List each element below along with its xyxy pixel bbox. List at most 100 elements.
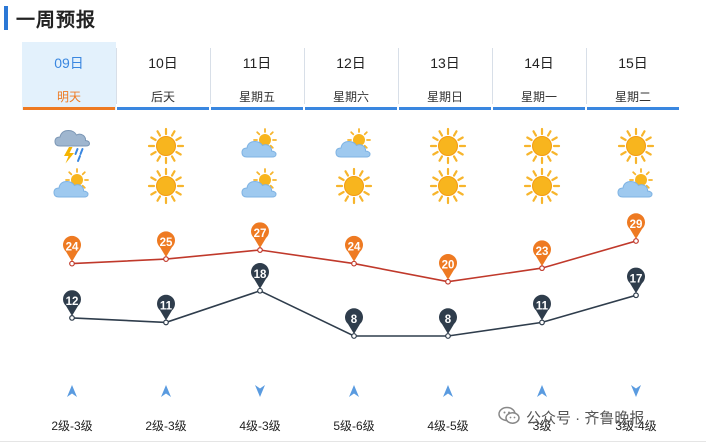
wind-arrow-down-icon — [596, 384, 676, 401]
tab-date: 09日 — [54, 55, 84, 71]
wind-item: 3级 — [502, 384, 582, 434]
wind-item: 4级-5级 — [408, 384, 488, 434]
low-temp-label: 12 — [66, 296, 79, 308]
tab-date: 13日 — [430, 55, 460, 71]
high-temp-dot — [445, 278, 451, 285]
high-temp-line — [71, 240, 637, 283]
wind-item: 2级-3级 — [126, 384, 206, 434]
wind-arrow-up-icon — [502, 384, 582, 401]
high-temp-point: 29 — [627, 213, 645, 244]
tab-date: 11日 — [242, 55, 272, 71]
tab-day-name: 星期五 — [238, 90, 275, 104]
low-temp-dot — [163, 319, 169, 326]
high-temp-label: 29 — [630, 219, 643, 231]
low-temp-point: 11 — [157, 294, 175, 326]
low-temp-label: 8 — [351, 314, 358, 326]
high-temp-label: 25 — [160, 237, 173, 249]
partly-cloudy-icon — [240, 126, 280, 166]
day-tabs: 09日 明天 10日 后天 11日 星期五 12日 星期六 13日 星期日 14日 星期一 15日 星期二 — [22, 42, 686, 112]
partly-cloudy-icon — [240, 166, 280, 206]
low-temp-marker — [439, 308, 457, 334]
tab-day-0[interactable]: 09日 明天 — [22, 42, 116, 110]
high-temp-marker — [627, 213, 645, 239]
sunny-icon — [146, 166, 186, 206]
high-temp-dot — [351, 260, 357, 267]
high-temp-point: 23 — [533, 240, 551, 272]
high-temp-marker — [157, 231, 175, 258]
wind-arrow-up-icon — [408, 384, 488, 401]
wind-arrow-up-icon — [32, 384, 112, 401]
high-temp-marker — [533, 240, 551, 267]
sunny-icon — [522, 126, 562, 166]
sunny-icon — [522, 166, 562, 206]
tab-day-1[interactable]: 10日 后天 — [116, 42, 210, 110]
high-temp-dot — [633, 238, 639, 244]
tab-day-name: 星期二 — [614, 90, 651, 104]
low-temp-point: 12 — [63, 290, 82, 321]
wind-level: 3级-4级 — [615, 419, 657, 433]
tab-date: 12日 — [336, 55, 366, 71]
tab-underline — [399, 107, 491, 110]
low-temp-dot — [539, 319, 545, 326]
wind-arrow-down-icon — [220, 384, 300, 401]
low-temp-point: 17 — [627, 267, 645, 299]
wechat-icon — [498, 406, 520, 424]
low-temp-marker — [345, 308, 364, 334]
low-temp-dot — [633, 292, 639, 299]
high-temp-marker — [250, 222, 269, 249]
high-temp-dot — [163, 256, 169, 262]
wind-arrow-up-icon — [314, 384, 394, 401]
low-temp-line — [71, 289, 637, 337]
tab-day-name: 星期日 — [426, 90, 463, 104]
wind-level: 5级-6级 — [333, 419, 375, 433]
sunny-icon — [428, 126, 468, 166]
high-temp-dot — [69, 260, 75, 267]
low-temp-marker — [251, 263, 269, 289]
tab-day-4[interactable]: 13日星期日 — [398, 42, 492, 110]
wind-level: 2级-3级 — [51, 419, 93, 433]
wind-item: 5级-6级 — [314, 384, 394, 434]
wind-arrow-up-icon — [126, 384, 206, 401]
high-temp-label: 20 — [442, 260, 455, 272]
high-temp-marker — [63, 235, 81, 262]
tab-day-3[interactable]: 12日星期六 — [304, 42, 398, 110]
high-temp-dot — [257, 247, 263, 253]
high-temp-point: 24 — [63, 235, 81, 267]
low-temp-dot — [257, 287, 263, 294]
tab-underline — [23, 107, 115, 110]
partly-cloudy-icon — [334, 126, 374, 166]
low-temp-dot — [69, 315, 75, 321]
low-temp-label: 18 — [254, 269, 267, 281]
high-temp-label: 24 — [66, 242, 79, 254]
tab-underline — [211, 107, 303, 110]
tab-day-name: 星期六 — [332, 90, 369, 104]
tab-date: 10日 — [148, 55, 178, 71]
wind-item: 4级-3级 — [220, 384, 300, 434]
section-title: 一周预报 — [16, 10, 97, 31]
low-temp-point: 11 — [533, 294, 551, 326]
low-temp-marker — [63, 290, 82, 316]
high-temp-point: 24 — [345, 235, 364, 267]
tab-day-5[interactable]: 14日 星期一 — [492, 42, 586, 110]
low-temp-point: 8 — [439, 308, 457, 339]
bottom-divider — [0, 441, 706, 442]
partly-cloudy-icon — [616, 166, 656, 206]
tab-day-2[interactable]: 11日星期五 — [210, 42, 304, 110]
sunny-icon — [428, 166, 468, 206]
wind-item: 3级-4级 — [596, 384, 676, 434]
tab-day-6[interactable]: 15日 星期二 — [586, 42, 680, 110]
low-temp-label: 11 — [536, 300, 549, 312]
high-temp-point: 25 — [157, 231, 175, 262]
header-accent-bar — [4, 6, 8, 30]
high-temp-label: 27 — [254, 228, 267, 240]
high-temp-point: 20 — [439, 254, 457, 285]
sunny-icon — [616, 126, 656, 166]
low-temp-marker — [157, 294, 175, 321]
low-temp-dot — [445, 333, 451, 339]
watermark-text: 公众号 · 齐鲁晚报 — [526, 410, 645, 427]
partly-cloudy-icon — [52, 166, 92, 206]
watermark: 公众号 · 齐鲁晚报 — [498, 404, 698, 430]
high-temp-point: 27 — [250, 222, 269, 253]
high-temp-marker — [439, 254, 457, 280]
high-temp-label: 23 — [536, 246, 549, 258]
